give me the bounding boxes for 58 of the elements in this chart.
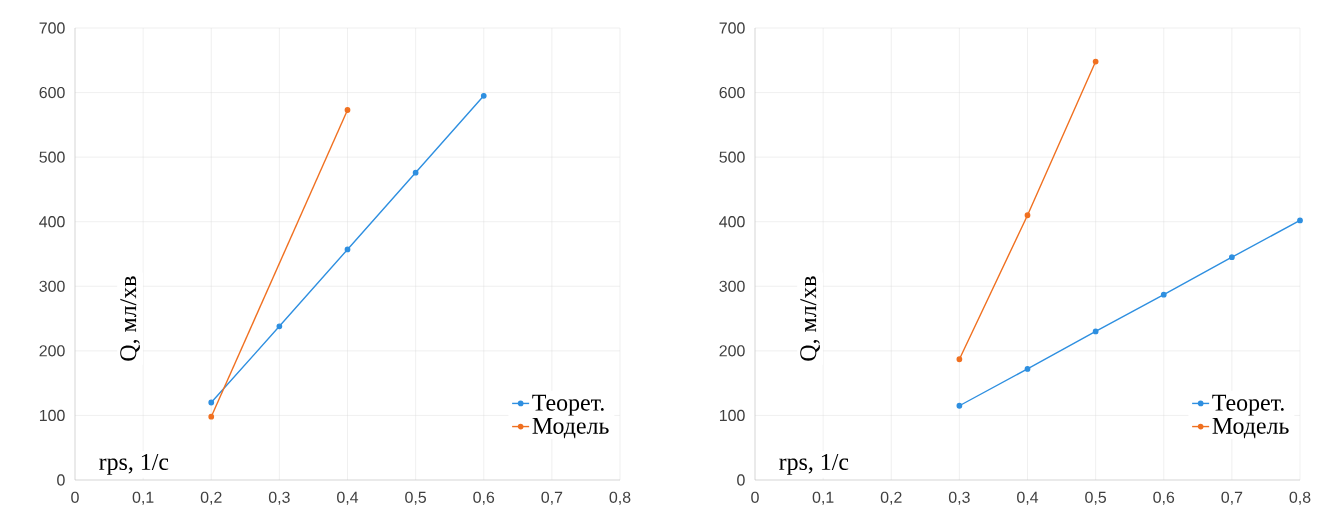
y-tick-label: 200 (39, 345, 65, 357)
x-axis-title: rps, 1/с (779, 453, 849, 475)
x-tick-label: 0,8 (1289, 491, 1311, 505)
x-tick-label: 0,2 (200, 491, 222, 505)
x-tick-label: 0,2 (880, 491, 902, 505)
point (1092, 58, 1099, 65)
x-axis-title: rps, 1/с (99, 453, 169, 475)
y-tick-label: 200 (719, 345, 745, 357)
legend-label: Теорет. (532, 394, 604, 416)
x-tick-label: 0,6 (1153, 491, 1175, 505)
point (208, 399, 215, 406)
x-tick-label: 0,4 (337, 491, 359, 505)
x-tick-label: 0 (71, 491, 79, 503)
point (208, 413, 215, 420)
point (344, 107, 351, 113)
y-axis-title: Q, мл/хв (120, 276, 140, 361)
point (956, 402, 963, 409)
y-tick-label: 600 (719, 86, 745, 99)
x-tick-label: 0 (751, 491, 759, 503)
y-tick-label: 400 (39, 216, 65, 228)
y-tick-label: 600 (39, 86, 65, 99)
y-tick-label: 300 (39, 280, 65, 292)
point (344, 246, 351, 253)
legend-label: Модель (532, 417, 609, 439)
x-tick-label: 0,7 (541, 491, 563, 505)
point (1160, 291, 1167, 298)
x-tick-label: 0,1 (812, 491, 834, 505)
point (1228, 254, 1235, 261)
legend-label: Теорет. (1212, 394, 1284, 416)
point (1297, 217, 1303, 224)
point (276, 323, 283, 330)
x-tick-label: 0,3 (948, 491, 970, 505)
point (412, 169, 419, 176)
point (956, 356, 963, 363)
y-tick-label: 400 (719, 216, 745, 228)
y-tick-label: 100 (719, 409, 745, 422)
point (1024, 212, 1031, 219)
y-tick-label: 500 (719, 151, 745, 163)
point (1024, 366, 1031, 372)
x-tick-label: 0,5 (405, 491, 427, 505)
legend-label: Модель (1212, 417, 1289, 439)
x-tick-label: 0,4 (1017, 491, 1039, 505)
x-tick-label: 0,8 (609, 491, 631, 505)
x-tick-label: 0,1 (132, 491, 154, 505)
point (1092, 328, 1099, 335)
y-tick-label: 300 (719, 280, 745, 292)
y-axis-title: Q, мл/хв (800, 276, 820, 361)
point (480, 92, 487, 99)
x-tick-label: 0,5 (1085, 491, 1107, 505)
y-tick-label: 700 (719, 22, 745, 34)
y-tick-label: 100 (39, 409, 65, 422)
x-tick-label: 0,3 (268, 491, 290, 505)
y-tick-label: 0 (737, 474, 745, 486)
y-tick-label: 0 (57, 474, 65, 486)
y-tick-label: 500 (39, 151, 65, 163)
x-tick-label: 0,6 (473, 491, 495, 505)
x-tick-label: 0,7 (1221, 491, 1243, 505)
y-tick-label: 700 (39, 22, 65, 34)
